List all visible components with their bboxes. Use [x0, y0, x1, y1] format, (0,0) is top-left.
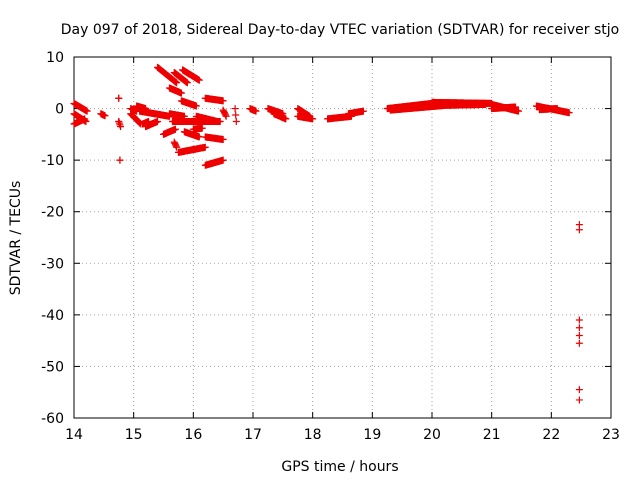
x-tick-label: 23 [602, 427, 620, 443]
grid [74, 57, 611, 418]
y-tick-label: -10 [41, 153, 64, 169]
y-tick-label: -20 [41, 205, 64, 221]
y-tick-label: -40 [41, 308, 64, 324]
data-point [173, 79, 181, 87]
axis-ticks: 14 15 16 17 18 19 20 21 22 23 10 0 -10 -20 -30 -40 -50 -6… [41, 50, 620, 443]
data-point [575, 316, 583, 324]
x-tick-label: 19 [363, 427, 381, 443]
data-point [575, 339, 583, 347]
y-tick-label: -60 [41, 411, 64, 427]
data-point [216, 117, 224, 125]
data-point [195, 133, 203, 141]
data-point [173, 143, 181, 151]
x-tick-label: 16 [184, 427, 202, 443]
data-point [115, 94, 123, 102]
y-tick-label: -50 [41, 359, 64, 375]
data-point [282, 115, 290, 123]
data-point [81, 115, 89, 123]
data-point [553, 105, 561, 113]
data-point [201, 143, 209, 151]
data-point [219, 156, 227, 164]
data-point [309, 115, 317, 123]
data-point [192, 102, 200, 110]
data-point [515, 107, 523, 115]
x-tick-label: 22 [542, 427, 560, 443]
data-point [252, 107, 260, 115]
data-point [83, 107, 91, 115]
data-point [171, 125, 179, 133]
y-axis-label: SDTVAR / TECUs [8, 181, 24, 296]
data-point [232, 111, 240, 119]
data-point [482, 100, 490, 108]
data-point [575, 396, 583, 404]
data-point [219, 136, 227, 144]
data-point [232, 117, 240, 125]
y-tick-label: 0 [55, 102, 64, 118]
data-point [575, 386, 583, 394]
x-tick-label: 14 [65, 427, 83, 443]
data-point [154, 117, 162, 125]
data-point [359, 107, 367, 115]
x-tick-label: 15 [125, 427, 143, 443]
plot-frame [73, 56, 612, 419]
data-point [101, 112, 109, 120]
data-point [575, 226, 583, 234]
data-point [116, 156, 124, 164]
y-tick-label: -30 [41, 256, 64, 272]
data-point [565, 109, 573, 117]
data-point [117, 123, 125, 131]
data-point [231, 105, 239, 113]
x-tick-label: 17 [244, 427, 262, 443]
chart-title: Day 097 of 2018, Sidereal Day-to-day VTE… [61, 22, 619, 38]
x-tick-label: 20 [423, 427, 441, 443]
data-point [575, 331, 583, 339]
data-point [575, 324, 583, 332]
data-point [195, 76, 203, 84]
data-point [198, 124, 206, 132]
data-point [115, 117, 123, 125]
data-point [177, 89, 185, 97]
x-tick-label: 18 [304, 427, 322, 443]
data-point [219, 97, 227, 105]
data-points [70, 63, 583, 404]
data-point [183, 79, 191, 87]
x-axis-label: GPS time / hours [281, 459, 398, 475]
data-point [512, 103, 520, 111]
x-tick-label: 21 [483, 427, 501, 443]
y-tick-label: 10 [46, 50, 64, 66]
data-point [222, 112, 230, 120]
